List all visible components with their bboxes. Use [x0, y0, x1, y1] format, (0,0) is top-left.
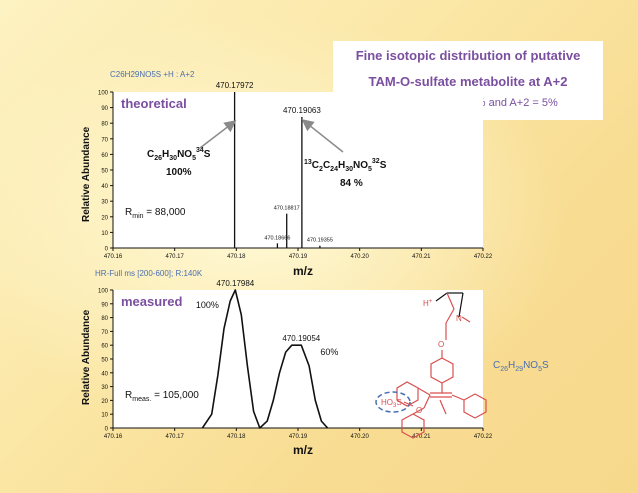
y-axis-title: Relative Abundance [81, 309, 92, 405]
peak-labels: 470.17972 470.18666 470.18817 470.19063 470.… [216, 81, 333, 244]
x-tick-label: 470.18 [227, 254, 246, 260]
x-tick-label: 470.22 [474, 254, 493, 260]
y-tick-label: 70 [101, 330, 108, 336]
y-tick-label: 90 [101, 302, 108, 308]
arrow-left [199, 120, 237, 149]
right-formula: 13C2C24H30NO532S [304, 158, 387, 173]
plot-area [113, 290, 483, 428]
ether-o-label: O [438, 340, 444, 349]
x-axis-title: m/z [293, 264, 313, 278]
y-tick-label: 20 [101, 399, 108, 405]
x-tick-label: 470.17 [165, 254, 184, 260]
y-tick-label: 10 [101, 413, 108, 419]
y-tick-label: 100 [98, 91, 109, 97]
y-tick-label: 80 [101, 122, 108, 128]
y-tick-label: 50 [101, 358, 108, 364]
y-tick-label: 40 [101, 371, 108, 377]
plot-area [113, 92, 483, 248]
axes: 0 10 20 30 40 50 60 70 80 90 100 470.16 470.17 470.18… [98, 91, 493, 261]
title-line-1: Fine isotopic distribution of putative [355, 48, 581, 63]
x-tick-label: 470.19 [289, 434, 308, 440]
y-tick-label: 100 [98, 289, 109, 295]
panel-label: measured [121, 294, 182, 309]
y-tick-label: 30 [101, 385, 108, 391]
h-plus-label: H+ [423, 299, 433, 308]
x-tick-label: 470.21 [412, 434, 431, 440]
peak-label: 470.19355 [307, 238, 333, 244]
chemical-structure: H+ N O O HO3S [375, 292, 487, 439]
peak-percent: 60% [320, 347, 338, 357]
x-tick-label: 470.20 [350, 434, 369, 440]
theoretical-spectrum-panel: C26H29NO5S +H : A+2 0 10 20 30 40 50 60 70 80 90 1… [81, 70, 493, 278]
ring-o-label: O [416, 406, 422, 415]
measured-spectrum-panel: HR-Full ms [200-600]; R:140K 0 10 20 30 40 50… [81, 269, 493, 457]
x-tick-label: 470.21 [412, 254, 431, 260]
x-axis-title: m/z [293, 443, 313, 457]
n-label: N [456, 314, 462, 323]
arrow-right [301, 119, 344, 153]
peaks [233, 92, 321, 248]
x-tick-label: 470.17 [165, 434, 184, 440]
peak-label: 470.17984 [216, 279, 254, 288]
y-tick-label: 60 [101, 344, 108, 350]
x-tick-label: 470.20 [350, 254, 369, 260]
structure-formula: C26H29NO5S [493, 360, 549, 373]
y-tick-label: 40 [101, 184, 108, 190]
peak-label: 470.19063 [283, 106, 321, 115]
title-line-2: TAM-O-sulfate metabolite at A+2 [368, 74, 568, 89]
peak-label: 470.17972 [216, 81, 254, 90]
y-tick-label: 20 [101, 215, 108, 221]
y-tick-label: 30 [101, 200, 108, 206]
y-tick-label: 0 [105, 247, 109, 253]
y-tick-label: 90 [101, 106, 108, 112]
x-tick-label: 470.16 [104, 434, 123, 440]
trace [201, 289, 329, 429]
left-percent: 100% [166, 167, 192, 178]
y-tick-label: 10 [101, 231, 108, 237]
peak-label: 470.18817 [274, 206, 300, 212]
axes: 0 10 20 30 40 50 60 70 80 90 100 470.16 470.17 470.18… [98, 289, 493, 441]
sulfate-highlight [375, 391, 411, 413]
x-tick-label: 470.22 [474, 434, 493, 440]
right-percent: 84 % [340, 178, 363, 189]
x-tick-label: 470.18 [227, 434, 246, 440]
y-axis-title: Relative Abundance [81, 126, 92, 222]
y-tick-label: 60 [101, 153, 108, 159]
sulfate-label: HO3S [381, 398, 402, 409]
y-tick-label: 50 [101, 169, 108, 175]
y-tick-label: 80 [101, 316, 108, 322]
peak-label: 470.18666 [264, 235, 290, 241]
peak-label: 470.19054 [282, 334, 320, 343]
panel-label: theoretical [121, 96, 187, 111]
scan-label: HR-Full ms [200-600]; R:140K [95, 269, 203, 278]
peak-percent: 100% [196, 300, 219, 310]
y-tick-label: 70 [101, 137, 108, 143]
x-tick-label: 470.16 [104, 254, 123, 260]
x-tick-label: 470.19 [289, 254, 308, 260]
measured-trace [201, 289, 329, 429]
scan-label: C26H29NO5S +H : A+2 [110, 70, 195, 79]
y-tick-label: 0 [105, 427, 109, 433]
